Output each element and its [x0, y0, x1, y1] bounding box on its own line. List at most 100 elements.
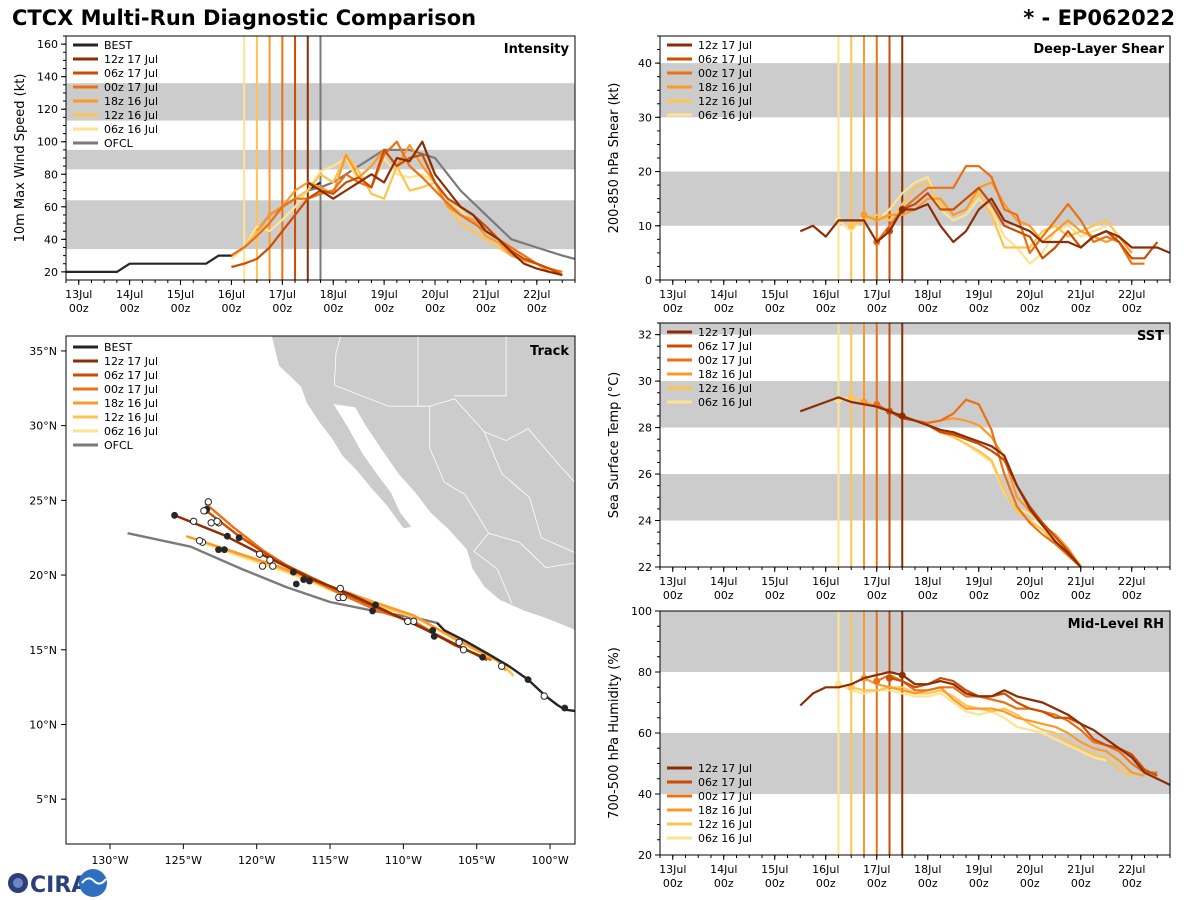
intensity-legend-label: 06z 17 Jul [104, 67, 158, 80]
sst-xtick-label: 00z [867, 589, 887, 602]
shear-xtick-label: 00z [1020, 302, 1040, 315]
sst-xtick-label: 17Jul [863, 575, 890, 588]
rh-xtick-label: 00z [714, 877, 734, 890]
shear-xtick-label: 00z [765, 302, 785, 315]
rh-xtick-label: 21Jul [1067, 863, 1094, 876]
rh-ytick-label: 60 [638, 727, 652, 740]
rh-legend-label: 12z 16 Jul [698, 818, 752, 831]
rh-xtick-label: 00z [663, 877, 683, 890]
shear-line-12z-17-Jul [799, 197, 1170, 254]
rh-line-12z-17-Jul [799, 670, 1170, 786]
intensity-ytick-label: 120 [37, 103, 58, 116]
intensity-ytick-label: 20 [44, 266, 58, 279]
shear-init-point-18z-16-Jul [860, 211, 868, 219]
rh-chart: 2040608010013Jul00z14Jul00z15Jul00z16Jul… [607, 605, 1171, 890]
intensity-xtick-label: 16Jul [218, 288, 245, 301]
state-border [483, 431, 575, 553]
state-border [454, 336, 507, 397]
track-ytick-label: 30°N [29, 420, 57, 433]
rh-init-point-12z-17-Jul [898, 671, 906, 679]
track-point-open [336, 584, 345, 593]
sst-init-point-12z-16-Jul [847, 393, 855, 401]
rh-legend-label: 12z 17 Jul [698, 762, 752, 775]
track-point-open [195, 536, 204, 545]
track-point-filled [221, 546, 228, 554]
intensity-ytick-label: 160 [37, 38, 58, 51]
track-point-filled [561, 704, 569, 712]
track-xtick-label: 115°W [311, 854, 348, 867]
intensity-ytick-label: 60 [44, 201, 58, 214]
intensity-xtick-label: 00z [171, 302, 191, 315]
intensity-xtick-label: 22Jul [523, 288, 550, 301]
rh-xtick-label: 17Jul [863, 863, 890, 876]
shear-xtick-label: 13Jul [659, 288, 686, 301]
track-point-open [258, 562, 267, 570]
track-chart: 130°W 125°W 120°W 115°W 110°W 105°W 100°W 5°N 10… [29, 335, 576, 867]
sst-xtick-label: 21Jul [1067, 575, 1094, 588]
sst-ytick-label: 32 [638, 329, 652, 342]
track-line-18z-16-Jul [185, 535, 508, 672]
rh-xtick-label: 00z [765, 877, 785, 890]
intensity-xtick-label: 00z [527, 302, 547, 315]
rh-series-group [799, 670, 1170, 786]
intensity-xtick-label: 00z [476, 302, 496, 315]
shear-xtick-label: 16Jul [812, 288, 839, 301]
shear-line-06z-17-Jul [888, 186, 1159, 260]
shear-line-06z-16-Jul [837, 175, 1107, 265]
track-legend-label: 06z 16 Jul [104, 425, 158, 438]
sst-init-point-12z-17-Jul [898, 412, 906, 420]
track-point-open [204, 498, 212, 506]
track-point-filled [235, 534, 243, 542]
sst-ylabel: Sea Surface Temp (°C) [607, 372, 622, 519]
rh-xtick-label: 00z [816, 877, 836, 890]
sst-legend-label: 06z 17 Jul [698, 340, 752, 353]
rh-xtick-label: 22Jul [1118, 863, 1145, 876]
track-point-filled [300, 576, 308, 583]
rh-line-06z-16-Jul [838, 683, 1107, 762]
shear-xtick-label: 00z [816, 302, 836, 315]
rh-xtick-label: 20Jul [1016, 863, 1043, 876]
track-point-filled [372, 601, 379, 609]
sst-xtick-label: 00z [918, 589, 938, 602]
sst-legend-label: 00z 17 Jul [698, 354, 752, 367]
track-point-filled [524, 676, 532, 684]
track-point-filled [292, 580, 300, 588]
intensity-xtick-label: 21Jul [472, 288, 499, 301]
sst-chart: 22242628303213Jul00z14Jul00z15Jul00z16Ju… [607, 322, 1171, 602]
track-xtick-label: 130°W [91, 854, 128, 867]
state-border [429, 406, 489, 552]
rh-legend-label: 06z 17 Jul [698, 776, 752, 789]
rh-legend-label: 18z 16 Jul [698, 804, 752, 817]
shear-legend-label: 18z 16 Jul [698, 81, 752, 94]
sst-xtick-label: 00z [969, 589, 989, 602]
shear-xtick-label: 00z [1122, 302, 1142, 315]
rh-xtick-label: 00z [1071, 877, 1091, 890]
track-frame [65, 335, 576, 845]
sst-ytick-label: 30 [638, 375, 652, 388]
shear-xtick-label: 00z [969, 302, 989, 315]
sst-band-0 [660, 474, 1170, 521]
shear-legend-label: 12z 17 Jul [698, 39, 752, 52]
sst-ytick-label: 28 [638, 422, 652, 435]
track-point-open [404, 617, 412, 626]
sst-xtick-label: 14Jul [710, 575, 737, 588]
rh-xtick-label: 18Jul [914, 863, 941, 876]
rh-legend-label: 06z 16 Jul [698, 832, 752, 845]
shear-xtick-label: 18Jul [914, 288, 941, 301]
shear-xtick-label: 00z [867, 302, 887, 315]
shear-xtick-label: 22Jul [1118, 288, 1145, 301]
shear-ytick-label: 40 [638, 57, 652, 70]
shear-legend-label: 06z 16 Jul [698, 109, 752, 122]
rh-legend-label: 00z 17 Jul [698, 790, 752, 803]
intensity-xtick-label: 14Jul [116, 288, 143, 301]
sst-xtick-label: 00z [1071, 589, 1091, 602]
rh-xtick-label: 00z [969, 877, 989, 890]
sst-xtick-label: 00z [816, 589, 836, 602]
land-mass [270, 336, 575, 631]
track-point-filled [289, 568, 297, 576]
intensity-legend-label: 18z 16 Jul [104, 95, 158, 108]
track-legend-label: OFCL [104, 439, 134, 452]
intensity-line-12z-17-Jul [307, 140, 563, 277]
